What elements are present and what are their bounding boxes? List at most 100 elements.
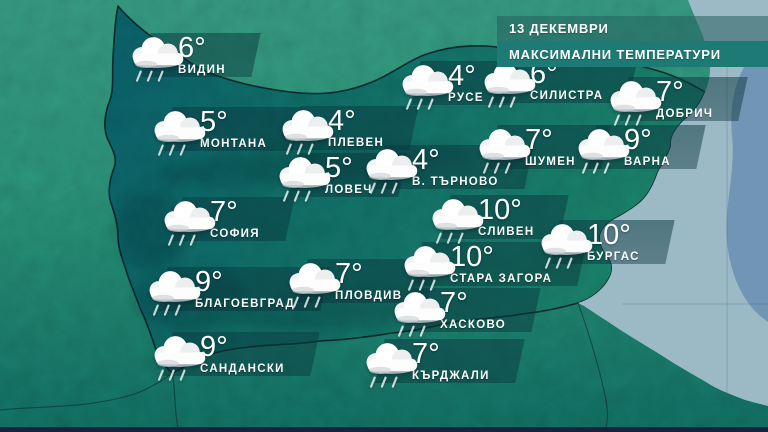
country-borders <box>0 302 609 429</box>
city-weather-card: 4° В. ТЪРНОВО <box>362 144 534 194</box>
city-name: МОНТАНА <box>200 138 268 150</box>
city-weather-card: 6° ВИДИН <box>128 32 261 82</box>
rainy-cloud-icon <box>578 129 630 174</box>
card-info: 5° МОНТАНА <box>200 106 285 151</box>
city-name: ДОБРИЧ <box>656 108 714 120</box>
city-name: ВАРНА <box>624 156 671 168</box>
city-name: БУРГАС <box>587 251 640 263</box>
rain-streaks <box>405 98 434 110</box>
rain-streaks <box>157 369 186 381</box>
card-info: 7° ШУМЕН <box>525 124 594 169</box>
rain-streaks <box>581 162 610 174</box>
city-weather-card: 4° ПЛЕВЕН <box>278 105 419 155</box>
rainy-cloud-icon <box>541 224 593 269</box>
city-weather-card: 7° КЪРДЖАЛИ <box>362 338 525 388</box>
date-bar: 13 ДЕКЕМВРИ <box>497 16 768 41</box>
rain-streaks <box>157 144 186 156</box>
card-info: 10° СТАРА ЗАГОРА <box>450 241 570 286</box>
title-bar: МАКСИМАЛНИ ТЕМПЕРАТУРИ <box>497 41 768 67</box>
city-name: КЪРДЖАЛИ <box>412 370 490 382</box>
city-weather-card: 10° БУРГАС <box>537 219 675 269</box>
rainy-cloud-icon <box>432 199 484 244</box>
city-name: ЛОВЕЧ <box>325 184 373 196</box>
card-info: 7° СОФИЯ <box>210 196 278 241</box>
rain-streaks <box>487 96 516 108</box>
rain-streaks <box>544 257 573 269</box>
rain-streaks <box>292 296 321 308</box>
date-label: 13 ДЕКЕМВРИ <box>509 21 609 36</box>
card-info: 7° ДОБРИЧ <box>656 76 731 121</box>
rainy-cloud-icon <box>154 111 206 156</box>
city-name: ПЛЕВЕН <box>328 137 385 149</box>
card-info: 7° КЪРДЖАЛИ <box>412 338 508 383</box>
city-weather-card: 5° ЛОВЕЧ <box>275 152 408 202</box>
city-name: ШУМЕН <box>525 156 576 168</box>
city-name: РУСЕ <box>448 92 484 104</box>
rainy-cloud-icon <box>132 37 184 82</box>
rain-streaks <box>282 190 311 202</box>
rain-streaks <box>397 325 426 337</box>
city-name: ХАСКОВО <box>440 319 507 331</box>
city-name: В. ТЪРНОВО <box>412 176 499 188</box>
temperature-value: 7° <box>412 338 440 370</box>
temperature-value: 9° <box>200 331 228 363</box>
rain-streaks <box>613 114 642 126</box>
city-weather-card: 9° БЛАГОЕВГРАД <box>145 266 330 316</box>
city-name: СОФИЯ <box>210 228 260 240</box>
city-weather-card: 5° МОНТАНА <box>150 106 302 156</box>
rain-streaks <box>167 234 196 246</box>
rainy-cloud-icon <box>610 81 662 126</box>
forecast-header: 13 ДЕКЕМВРИ МАКСИМАЛНИ ТЕМПЕРАТУРИ <box>497 16 768 67</box>
card-info: 6° ВИДИН <box>178 32 244 77</box>
city-name: САНДАНСКИ <box>200 363 285 375</box>
bottom-strip <box>0 427 768 432</box>
city-weather-card: 10° СТАРА ЗАГОРА <box>400 241 587 291</box>
city-weather-card: 10° СЛИВЕН <box>428 194 570 244</box>
temperature-value: 5° <box>200 106 228 138</box>
rainy-cloud-icon <box>289 263 341 308</box>
temperature-value: 9° <box>195 266 223 298</box>
rainy-cloud-icon <box>484 63 536 108</box>
rainy-cloud-icon <box>479 129 531 174</box>
card-info: 9° ВАРНА <box>624 124 689 169</box>
card-info: 10° БУРГАС <box>587 219 658 264</box>
city-name: БЛАГОЕВГРАД <box>195 298 296 310</box>
city-weather-card: 7° ДОБРИЧ <box>606 76 748 126</box>
city-weather-card: 7° ПЛОВДИВ <box>285 258 437 308</box>
rain-streaks <box>135 70 164 82</box>
temperature-value: 7° <box>656 76 684 108</box>
rain-streaks <box>482 162 511 174</box>
city-weather-card: 4° РУСЕ <box>398 60 519 110</box>
card-info: 4° РУСЕ <box>448 60 502 105</box>
city-name: ПЛОВДИВ <box>335 290 403 302</box>
temperature-value: 4° <box>328 105 356 137</box>
rainy-cloud-icon <box>366 149 418 194</box>
city-name: СИЛИСТРА <box>530 90 604 102</box>
rain-streaks <box>407 279 436 291</box>
card-info: 10° СЛИВЕН <box>478 194 552 239</box>
city-name: СТАРА ЗАГОРА <box>450 273 553 285</box>
rainy-cloud-icon <box>404 246 456 291</box>
city-name: СЛИВЕН <box>478 226 535 238</box>
city-weather-card: 6° СИЛИСТРА <box>480 58 639 108</box>
temperature-value: 10° <box>478 194 522 226</box>
header-title: МАКСИМАЛНИ ТЕМПЕРАТУРИ <box>509 46 721 62</box>
rainy-cloud-icon <box>366 343 418 388</box>
rain-streaks <box>369 182 398 194</box>
city-weather-card: 7° ХАСКОВО <box>390 287 541 337</box>
rain-streaks <box>369 376 398 388</box>
rainy-cloud-icon <box>394 292 446 337</box>
rainy-cloud-icon <box>282 110 334 155</box>
city-weather-card: 9° САНДАНСКИ <box>150 331 320 381</box>
temperature-value: 10° <box>587 219 631 251</box>
city-weather-card: 9° ВАРНА <box>574 124 706 174</box>
rain-streaks <box>285 143 314 155</box>
rain-streaks <box>152 304 181 316</box>
rain-streaks <box>435 232 464 244</box>
rainy-cloud-icon <box>164 201 216 246</box>
city-weather-card: 7° СОФИЯ <box>160 196 295 246</box>
temperature-value: 10° <box>450 241 494 273</box>
city-weather-card: 7° ШУМЕН <box>475 124 611 174</box>
